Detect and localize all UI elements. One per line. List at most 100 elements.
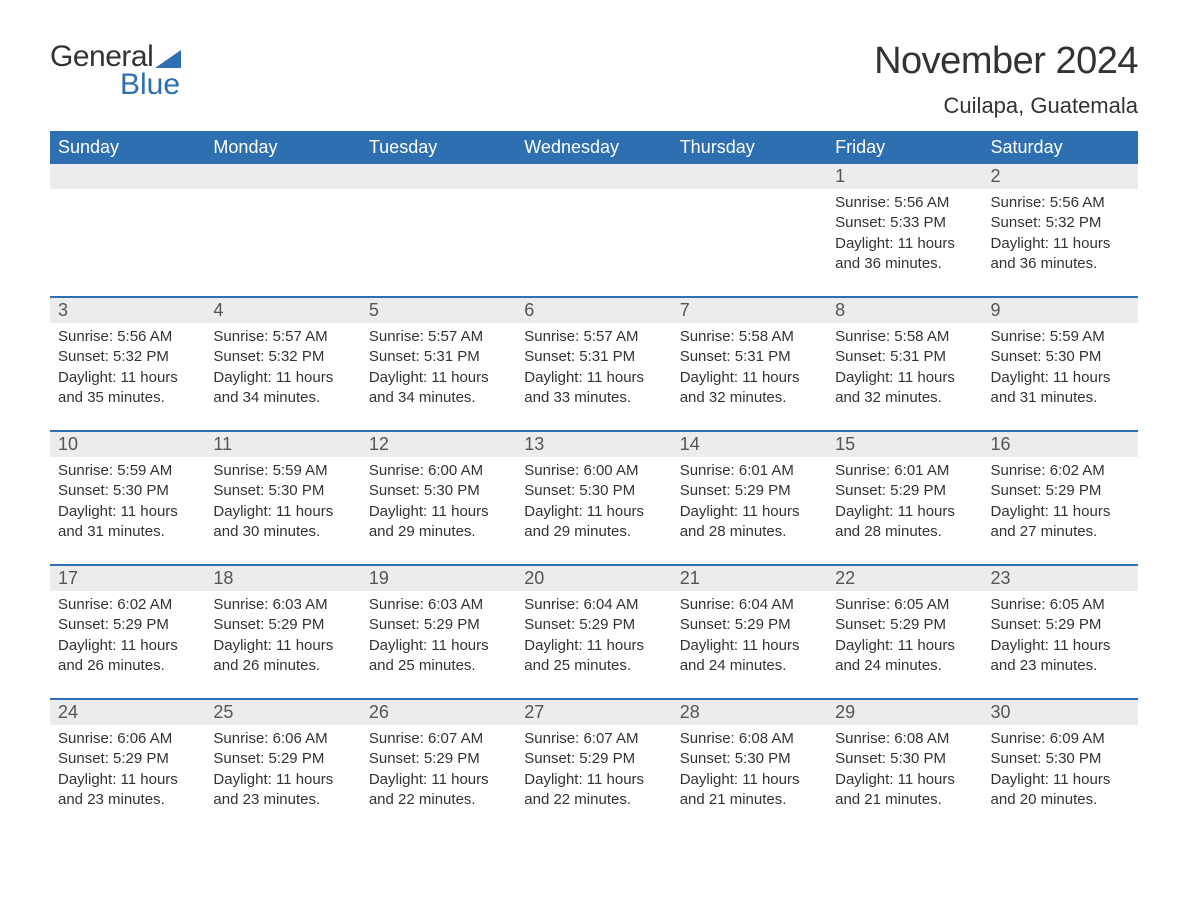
- daylight-text: Daylight: 11 hours and 21 minutes.: [835, 770, 974, 811]
- day-details: Sunrise: 6:04 AMSunset: 5:29 PMDaylight:…: [672, 591, 827, 698]
- sunset-text: Sunset: 5:29 PM: [213, 615, 352, 635]
- sunset-text: Sunset: 5:31 PM: [524, 347, 663, 367]
- day-number: 8: [827, 298, 982, 323]
- sunset-text: Sunset: 5:32 PM: [991, 213, 1130, 233]
- calendar-cell: 16Sunrise: 6:02 AMSunset: 5:29 PMDayligh…: [983, 431, 1138, 565]
- calendar-cell: 3Sunrise: 5:56 AMSunset: 5:32 PMDaylight…: [50, 297, 205, 431]
- day-details: Sunrise: 6:03 AMSunset: 5:29 PMDaylight:…: [205, 591, 360, 698]
- day-number: 23: [983, 566, 1138, 591]
- day-number: 15: [827, 432, 982, 457]
- calendar-cell: 19Sunrise: 6:03 AMSunset: 5:29 PMDayligh…: [361, 565, 516, 699]
- calendar-cell: 23Sunrise: 6:05 AMSunset: 5:29 PMDayligh…: [983, 565, 1138, 699]
- calendar-cell: 21Sunrise: 6:04 AMSunset: 5:29 PMDayligh…: [672, 565, 827, 699]
- sunset-text: Sunset: 5:33 PM: [835, 213, 974, 233]
- sunset-text: Sunset: 5:30 PM: [369, 481, 508, 501]
- day-number: 21: [672, 566, 827, 591]
- day-details: [672, 189, 827, 235]
- sunrise-text: Sunrise: 5:58 AM: [835, 327, 974, 347]
- daylight-text: Daylight: 11 hours and 26 minutes.: [58, 636, 197, 677]
- weekday-header: Sunday: [50, 131, 205, 164]
- sunset-text: Sunset: 5:30 PM: [213, 481, 352, 501]
- daylight-text: Daylight: 11 hours and 20 minutes.: [991, 770, 1130, 811]
- page-header: General Blue November 2024 Cuilapa, Guat…: [50, 40, 1138, 125]
- sunrise-text: Sunrise: 6:04 AM: [680, 595, 819, 615]
- sunset-text: Sunset: 5:29 PM: [524, 749, 663, 769]
- daylight-text: Daylight: 11 hours and 30 minutes.: [213, 502, 352, 543]
- day-details: Sunrise: 5:56 AMSunset: 5:33 PMDaylight:…: [827, 189, 982, 296]
- weekday-header: Saturday: [983, 131, 1138, 164]
- day-number: 11: [205, 432, 360, 457]
- calendar-cell: 15Sunrise: 6:01 AMSunset: 5:29 PMDayligh…: [827, 431, 982, 565]
- calendar-week-row: 17Sunrise: 6:02 AMSunset: 5:29 PMDayligh…: [50, 565, 1138, 699]
- daylight-text: Daylight: 11 hours and 36 minutes.: [835, 234, 974, 275]
- sunrise-text: Sunrise: 6:07 AM: [524, 729, 663, 749]
- sunrise-text: Sunrise: 6:08 AM: [835, 729, 974, 749]
- day-number: 5: [361, 298, 516, 323]
- sunset-text: Sunset: 5:29 PM: [991, 481, 1130, 501]
- weekday-header: Friday: [827, 131, 982, 164]
- day-number: 1: [827, 164, 982, 189]
- day-details: Sunrise: 6:02 AMSunset: 5:29 PMDaylight:…: [983, 457, 1138, 564]
- calendar-week-row: 10Sunrise: 5:59 AMSunset: 5:30 PMDayligh…: [50, 431, 1138, 565]
- calendar-cell: 28Sunrise: 6:08 AMSunset: 5:30 PMDayligh…: [672, 699, 827, 832]
- day-number: 29: [827, 700, 982, 725]
- sunrise-text: Sunrise: 6:01 AM: [680, 461, 819, 481]
- calendar-cell: [516, 164, 671, 297]
- day-details: Sunrise: 6:00 AMSunset: 5:30 PMDaylight:…: [516, 457, 671, 564]
- day-details: Sunrise: 6:08 AMSunset: 5:30 PMDaylight:…: [827, 725, 982, 832]
- sunset-text: Sunset: 5:29 PM: [524, 615, 663, 635]
- calendar-cell: [50, 164, 205, 297]
- sunset-text: Sunset: 5:29 PM: [58, 615, 197, 635]
- calendar-cell: 4Sunrise: 5:57 AMSunset: 5:32 PMDaylight…: [205, 297, 360, 431]
- day-number: 19: [361, 566, 516, 591]
- sunrise-text: Sunrise: 5:56 AM: [835, 193, 974, 213]
- sunset-text: Sunset: 5:29 PM: [213, 749, 352, 769]
- day-number: 12: [361, 432, 516, 457]
- day-details: Sunrise: 6:04 AMSunset: 5:29 PMDaylight:…: [516, 591, 671, 698]
- sunset-text: Sunset: 5:30 PM: [680, 749, 819, 769]
- sunset-text: Sunset: 5:32 PM: [58, 347, 197, 367]
- weekday-header: Thursday: [672, 131, 827, 164]
- sunset-text: Sunset: 5:31 PM: [680, 347, 819, 367]
- daylight-text: Daylight: 11 hours and 33 minutes.: [524, 368, 663, 409]
- day-details: Sunrise: 6:06 AMSunset: 5:29 PMDaylight:…: [205, 725, 360, 832]
- daylight-text: Daylight: 11 hours and 27 minutes.: [991, 502, 1130, 543]
- day-details: [205, 189, 360, 235]
- day-number: 25: [205, 700, 360, 725]
- day-number: 20: [516, 566, 671, 591]
- calendar-cell: 11Sunrise: 5:59 AMSunset: 5:30 PMDayligh…: [205, 431, 360, 565]
- sunrise-text: Sunrise: 6:06 AM: [58, 729, 197, 749]
- sunrise-text: Sunrise: 6:05 AM: [991, 595, 1130, 615]
- sunset-text: Sunset: 5:30 PM: [991, 347, 1130, 367]
- day-number: 6: [516, 298, 671, 323]
- daylight-text: Daylight: 11 hours and 36 minutes.: [991, 234, 1130, 275]
- day-details: Sunrise: 6:00 AMSunset: 5:30 PMDaylight:…: [361, 457, 516, 564]
- daylight-text: Daylight: 11 hours and 26 minutes.: [213, 636, 352, 677]
- calendar-cell: 7Sunrise: 5:58 AMSunset: 5:31 PMDaylight…: [672, 297, 827, 431]
- calendar-cell: [672, 164, 827, 297]
- day-number: [672, 164, 827, 189]
- day-number: 13: [516, 432, 671, 457]
- sunrise-text: Sunrise: 6:09 AM: [991, 729, 1130, 749]
- sunset-text: Sunset: 5:30 PM: [58, 481, 197, 501]
- calendar-cell: 27Sunrise: 6:07 AMSunset: 5:29 PMDayligh…: [516, 699, 671, 832]
- daylight-text: Daylight: 11 hours and 28 minutes.: [835, 502, 974, 543]
- day-number: 17: [50, 566, 205, 591]
- day-details: Sunrise: 6:01 AMSunset: 5:29 PMDaylight:…: [827, 457, 982, 564]
- daylight-text: Daylight: 11 hours and 22 minutes.: [524, 770, 663, 811]
- day-details: [516, 189, 671, 235]
- sunrise-text: Sunrise: 6:03 AM: [213, 595, 352, 615]
- day-number: [50, 164, 205, 189]
- calendar-cell: 2Sunrise: 5:56 AMSunset: 5:32 PMDaylight…: [983, 164, 1138, 297]
- calendar-table: SundayMondayTuesdayWednesdayThursdayFrid…: [50, 131, 1138, 832]
- calendar-cell: 14Sunrise: 6:01 AMSunset: 5:29 PMDayligh…: [672, 431, 827, 565]
- month-title: November 2024: [874, 40, 1138, 83]
- day-details: Sunrise: 6:02 AMSunset: 5:29 PMDaylight:…: [50, 591, 205, 698]
- calendar-cell: 5Sunrise: 5:57 AMSunset: 5:31 PMDaylight…: [361, 297, 516, 431]
- daylight-text: Daylight: 11 hours and 34 minutes.: [369, 368, 508, 409]
- day-number: 24: [50, 700, 205, 725]
- calendar-cell: 29Sunrise: 6:08 AMSunset: 5:30 PMDayligh…: [827, 699, 982, 832]
- title-block: November 2024 Cuilapa, Guatemala: [874, 40, 1138, 125]
- calendar-cell: 10Sunrise: 5:59 AMSunset: 5:30 PMDayligh…: [50, 431, 205, 565]
- day-details: Sunrise: 6:09 AMSunset: 5:30 PMDaylight:…: [983, 725, 1138, 832]
